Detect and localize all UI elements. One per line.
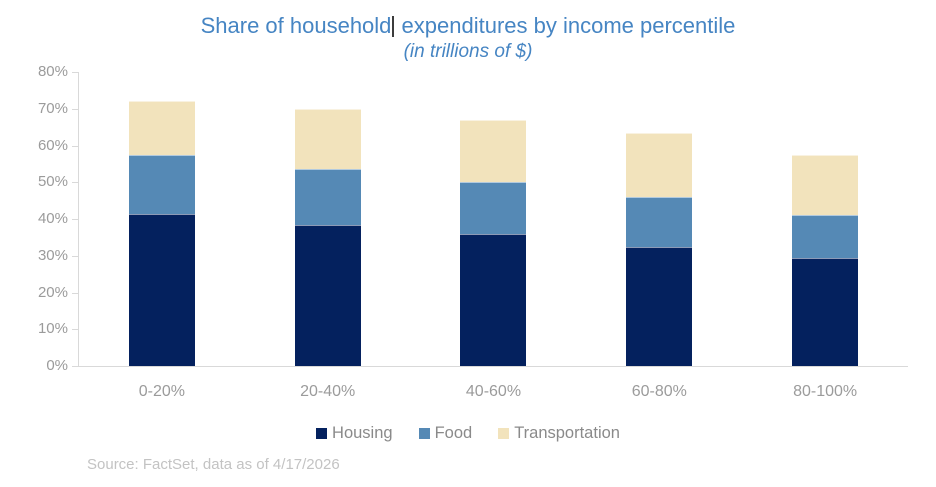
bar-60-80[interactable] [626, 132, 693, 366]
bar-80-100[interactable] [792, 154, 859, 366]
bar-40-60[interactable] [460, 119, 527, 366]
legend-swatch-icon-housing [316, 427, 328, 439]
x-axis-label-60-80: 60-80% [631, 383, 687, 400]
legend-label-transportation: Transportation [514, 424, 620, 442]
y-axis-label-30: 30% [37, 247, 68, 264]
bar-segment-food-80-100[interactable] [792, 215, 859, 258]
y-axis-tick-50 [72, 182, 78, 183]
legend-item-transportation[interactable]: Transportation [498, 423, 620, 443]
x-axis-label-40-60: 40-60% [465, 383, 522, 400]
bar-segment-food-0-20[interactable] [128, 154, 195, 214]
y-axis-tick-80 [72, 72, 78, 73]
chart-subtitle[interactable]: (in trillions of $) [403, 41, 533, 62]
y-axis-line [78, 72, 79, 366]
y-axis-label-0: 0% [46, 357, 68, 374]
plot-area [79, 72, 908, 366]
x-axis-labels: 0-20% 20-40% 40-60% 60-80% 80-100% [79, 382, 908, 401]
chart-title[interactable]: Share of household expenditures by incom… [0, 13, 936, 39]
y-axis-tick-0 [72, 366, 78, 367]
x-axis-label-0-20: 0-20% [138, 383, 186, 400]
x-axis-label-80-100: 80-100% [793, 383, 858, 400]
chart-title-text-after-caret: expenditures by income percentile [395, 13, 736, 38]
bar-0-20[interactable] [128, 101, 195, 366]
bar-segment-transportation-60-80[interactable] [626, 132, 693, 197]
legend-swatch-icon-transportation [498, 427, 510, 439]
y-axis-label-10: 10% [37, 320, 68, 337]
y-axis-tick-30 [72, 256, 78, 257]
y-axis-label-50: 50% [37, 173, 68, 190]
legend-item-housing[interactable]: Housing [316, 423, 393, 443]
legend-swatch-icon-food [418, 427, 430, 439]
source-note: Source: FactSet, data as of 4/17/2026 [87, 456, 340, 473]
x-axis-label-20-40: 20-40% [300, 383, 356, 400]
y-axis-label-20: 20% [37, 284, 68, 301]
y-axis-tick-20 [72, 293, 78, 294]
bar-segment-housing-60-80[interactable] [626, 246, 693, 366]
bar-segment-transportation-40-60[interactable] [460, 119, 527, 183]
y-axis-tick-10 [72, 329, 78, 330]
legend-label-housing: Housing [332, 424, 393, 442]
y-axis-tick-60 [72, 146, 78, 147]
x-axis-line [78, 366, 908, 367]
bar-segment-food-20-40[interactable] [294, 169, 361, 225]
bar-segment-food-60-80[interactable] [626, 196, 693, 247]
legend-item-food[interactable]: Food [418, 423, 473, 443]
chart-title-text-before-caret: Share of household [200, 13, 392, 38]
bar-segment-housing-40-60[interactable] [460, 233, 527, 366]
legend-label-food: Food [434, 424, 473, 442]
text-cursor-caret [392, 16, 395, 37]
bar-segment-transportation-20-40[interactable] [294, 108, 361, 170]
bar-segment-housing-80-100[interactable] [792, 257, 859, 366]
bar-segment-transportation-0-20[interactable] [128, 101, 195, 155]
bar-segment-housing-20-40[interactable] [294, 224, 361, 366]
chart-legend: Housing Food Transportation [0, 423, 936, 443]
bar-segment-transportation-80-100[interactable] [792, 154, 859, 216]
y-axis-label-70: 70% [37, 100, 68, 117]
bar-segment-food-40-60[interactable] [460, 182, 527, 234]
y-axis-tick-70 [72, 109, 78, 110]
bar-segment-housing-0-20[interactable] [128, 213, 195, 366]
y-axis-label-80: 80% [37, 63, 68, 80]
bar-20-40[interactable] [294, 108, 361, 366]
y-axis-label-40: 40% [37, 210, 68, 227]
y-axis-tick-40 [72, 219, 78, 220]
y-axis-label-60: 60% [37, 137, 68, 154]
